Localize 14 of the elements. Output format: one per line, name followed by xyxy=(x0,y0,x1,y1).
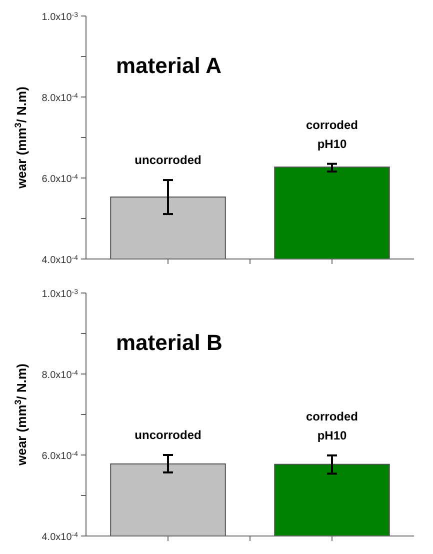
x-tick-label: corroded pH10 xyxy=(306,409,358,442)
y-tick-label: 1.0x10$^{-3}$ xyxy=(42,288,78,300)
x-tick-label: uncorroded xyxy=(134,428,202,442)
y-tick-label: 1.0x10$^{-3}$ xyxy=(42,12,78,23)
x-tick-label: uncorroded xyxy=(134,153,202,168)
y-tick-label: 8.0x10$^{-4}$ xyxy=(42,92,78,104)
x-tick-label: corroded pH10 xyxy=(306,118,358,151)
y-tick-label: 4.0x10$^{-4}$ xyxy=(42,532,78,543)
y-tick-label: 6.0x10$^{-4}$ xyxy=(42,450,78,462)
y-tick-label: 6.0x10$^{-4}$ xyxy=(42,174,78,185)
y-tick-label: 8.0x10$^{-4}$ xyxy=(42,370,78,381)
y-tick-label: 4.0x10$^{-4}$ xyxy=(42,254,78,266)
text: material A xyxy=(116,53,222,78)
text: material B xyxy=(116,330,222,356)
